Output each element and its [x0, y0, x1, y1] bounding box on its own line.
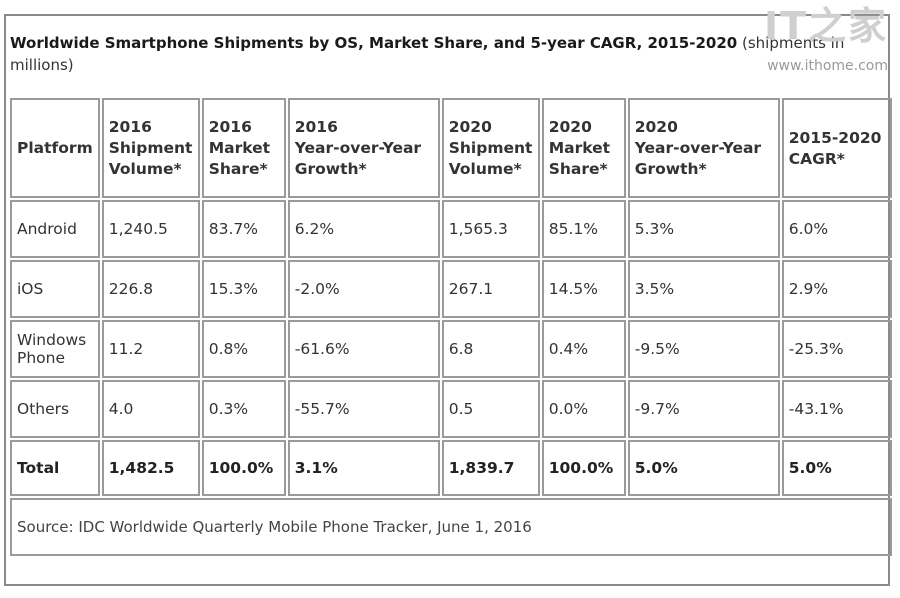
cell-2016-volume: 1,240.5 [101, 200, 200, 258]
cell-2016-share: 0.3% [201, 380, 286, 438]
cell-2020-volume: 0.5 [441, 380, 540, 438]
table-title: Worldwide Smartphone Shipments by OS, Ma… [10, 32, 890, 76]
cell-platform: Others [10, 380, 100, 438]
cell-2016-growth: 3.1% [287, 440, 440, 496]
header-2016-share: 2016 Market Share* [201, 98, 286, 198]
cell-2020-growth: 5.3% [627, 200, 780, 258]
header-2016-growth: 2016 Year-over-Year Growth* [287, 98, 440, 198]
header-row: Platform 2016 Shipment Volume* 2016 Market S… [10, 98, 892, 198]
cell-2016-share: 0.8% [201, 320, 286, 378]
cell-cagr: 2.9% [781, 260, 892, 318]
table-row: iOS 226.8 15.3% -2.0% 267.1 14.5% 3.5% 2… [10, 260, 892, 318]
cell-2016-volume: 11.2 [101, 320, 200, 378]
source-row: Source: IDC Worldwide Quarterly Mobile P… [10, 498, 892, 556]
cell-2016-volume: 4.0 [101, 380, 200, 438]
cell-2016-volume: 226.8 [101, 260, 200, 318]
cell-2020-volume: 6.8 [441, 320, 540, 378]
cell-2020-growth: 3.5% [627, 260, 780, 318]
cell-platform: iOS [10, 260, 100, 318]
cell-2020-share: 14.5% [541, 260, 626, 318]
cell-cagr: 6.0% [781, 200, 892, 258]
title-main: Worldwide Smartphone Shipments by OS, Ma… [10, 34, 738, 52]
header-2020-volume: 2020 Shipment Volume* [441, 98, 540, 198]
cell-cagr: -43.1% [781, 380, 892, 438]
cell-2016-share: 15.3% [201, 260, 286, 318]
table-frame [4, 14, 890, 586]
total-row: Total 1,482.5 100.0% 3.1% 1,839.7 100.0%… [10, 440, 892, 496]
cell-platform: Windows Phone [10, 320, 100, 378]
cell-2016-growth: -55.7% [287, 380, 440, 438]
table-row: Android 1,240.5 83.7% 6.2% 1,565.3 85.1%… [10, 200, 892, 258]
cell-2020-growth: -9.7% [627, 380, 780, 438]
cell-2016-share: 100.0% [201, 440, 286, 496]
cell-2020-share: 85.1% [541, 200, 626, 258]
cell-platform: Android [10, 200, 100, 258]
header-2020-share: 2020 Market Share* [541, 98, 626, 198]
header-2016-volume: 2016 Shipment Volume* [101, 98, 200, 198]
cell-2020-share: 0.4% [541, 320, 626, 378]
watermark: IT之家 www.ithome.com [748, 4, 888, 74]
shipments-table: Platform 2016 Shipment Volume* 2016 Market S… [8, 96, 894, 558]
title-units: (shipments in millions) [10, 34, 845, 74]
cell-cagr: -25.3% [781, 320, 892, 378]
cell-2020-share: 0.0% [541, 380, 626, 438]
header-platform: Platform [10, 98, 100, 198]
cell-2020-growth: 5.0% [627, 440, 780, 496]
table-row: Others 4.0 0.3% -55.7% 0.5 0.0% -9.7% -4… [10, 380, 892, 438]
watermark-logo: IT之家 [763, 4, 888, 48]
watermark-url: www.ithome.com [767, 58, 888, 74]
cell-2016-growth: -61.6% [287, 320, 440, 378]
cell-cagr: 5.0% [781, 440, 892, 496]
header-cagr: 2015-2020 CAGR* [781, 98, 892, 198]
cell-2016-share: 83.7% [201, 200, 286, 258]
cell-2020-volume: 1,839.7 [441, 440, 540, 496]
cell-2016-growth: -2.0% [287, 260, 440, 318]
table-row: Windows Phone 11.2 0.8% -61.6% 6.8 0.4% -… [10, 320, 892, 378]
cell-platform: Total [10, 440, 100, 496]
cell-2020-share: 100.0% [541, 440, 626, 496]
cell-2020-volume: 1,565.3 [441, 200, 540, 258]
cell-2020-growth: -9.5% [627, 320, 780, 378]
header-2020-growth: 2020 Year-over-Year Growth* [627, 98, 780, 198]
source-note: Source: IDC Worldwide Quarterly Mobile P… [10, 498, 892, 556]
cell-2020-volume: 267.1 [441, 260, 540, 318]
cell-2016-growth: 6.2% [287, 200, 440, 258]
cell-2016-volume: 1,482.5 [101, 440, 200, 496]
